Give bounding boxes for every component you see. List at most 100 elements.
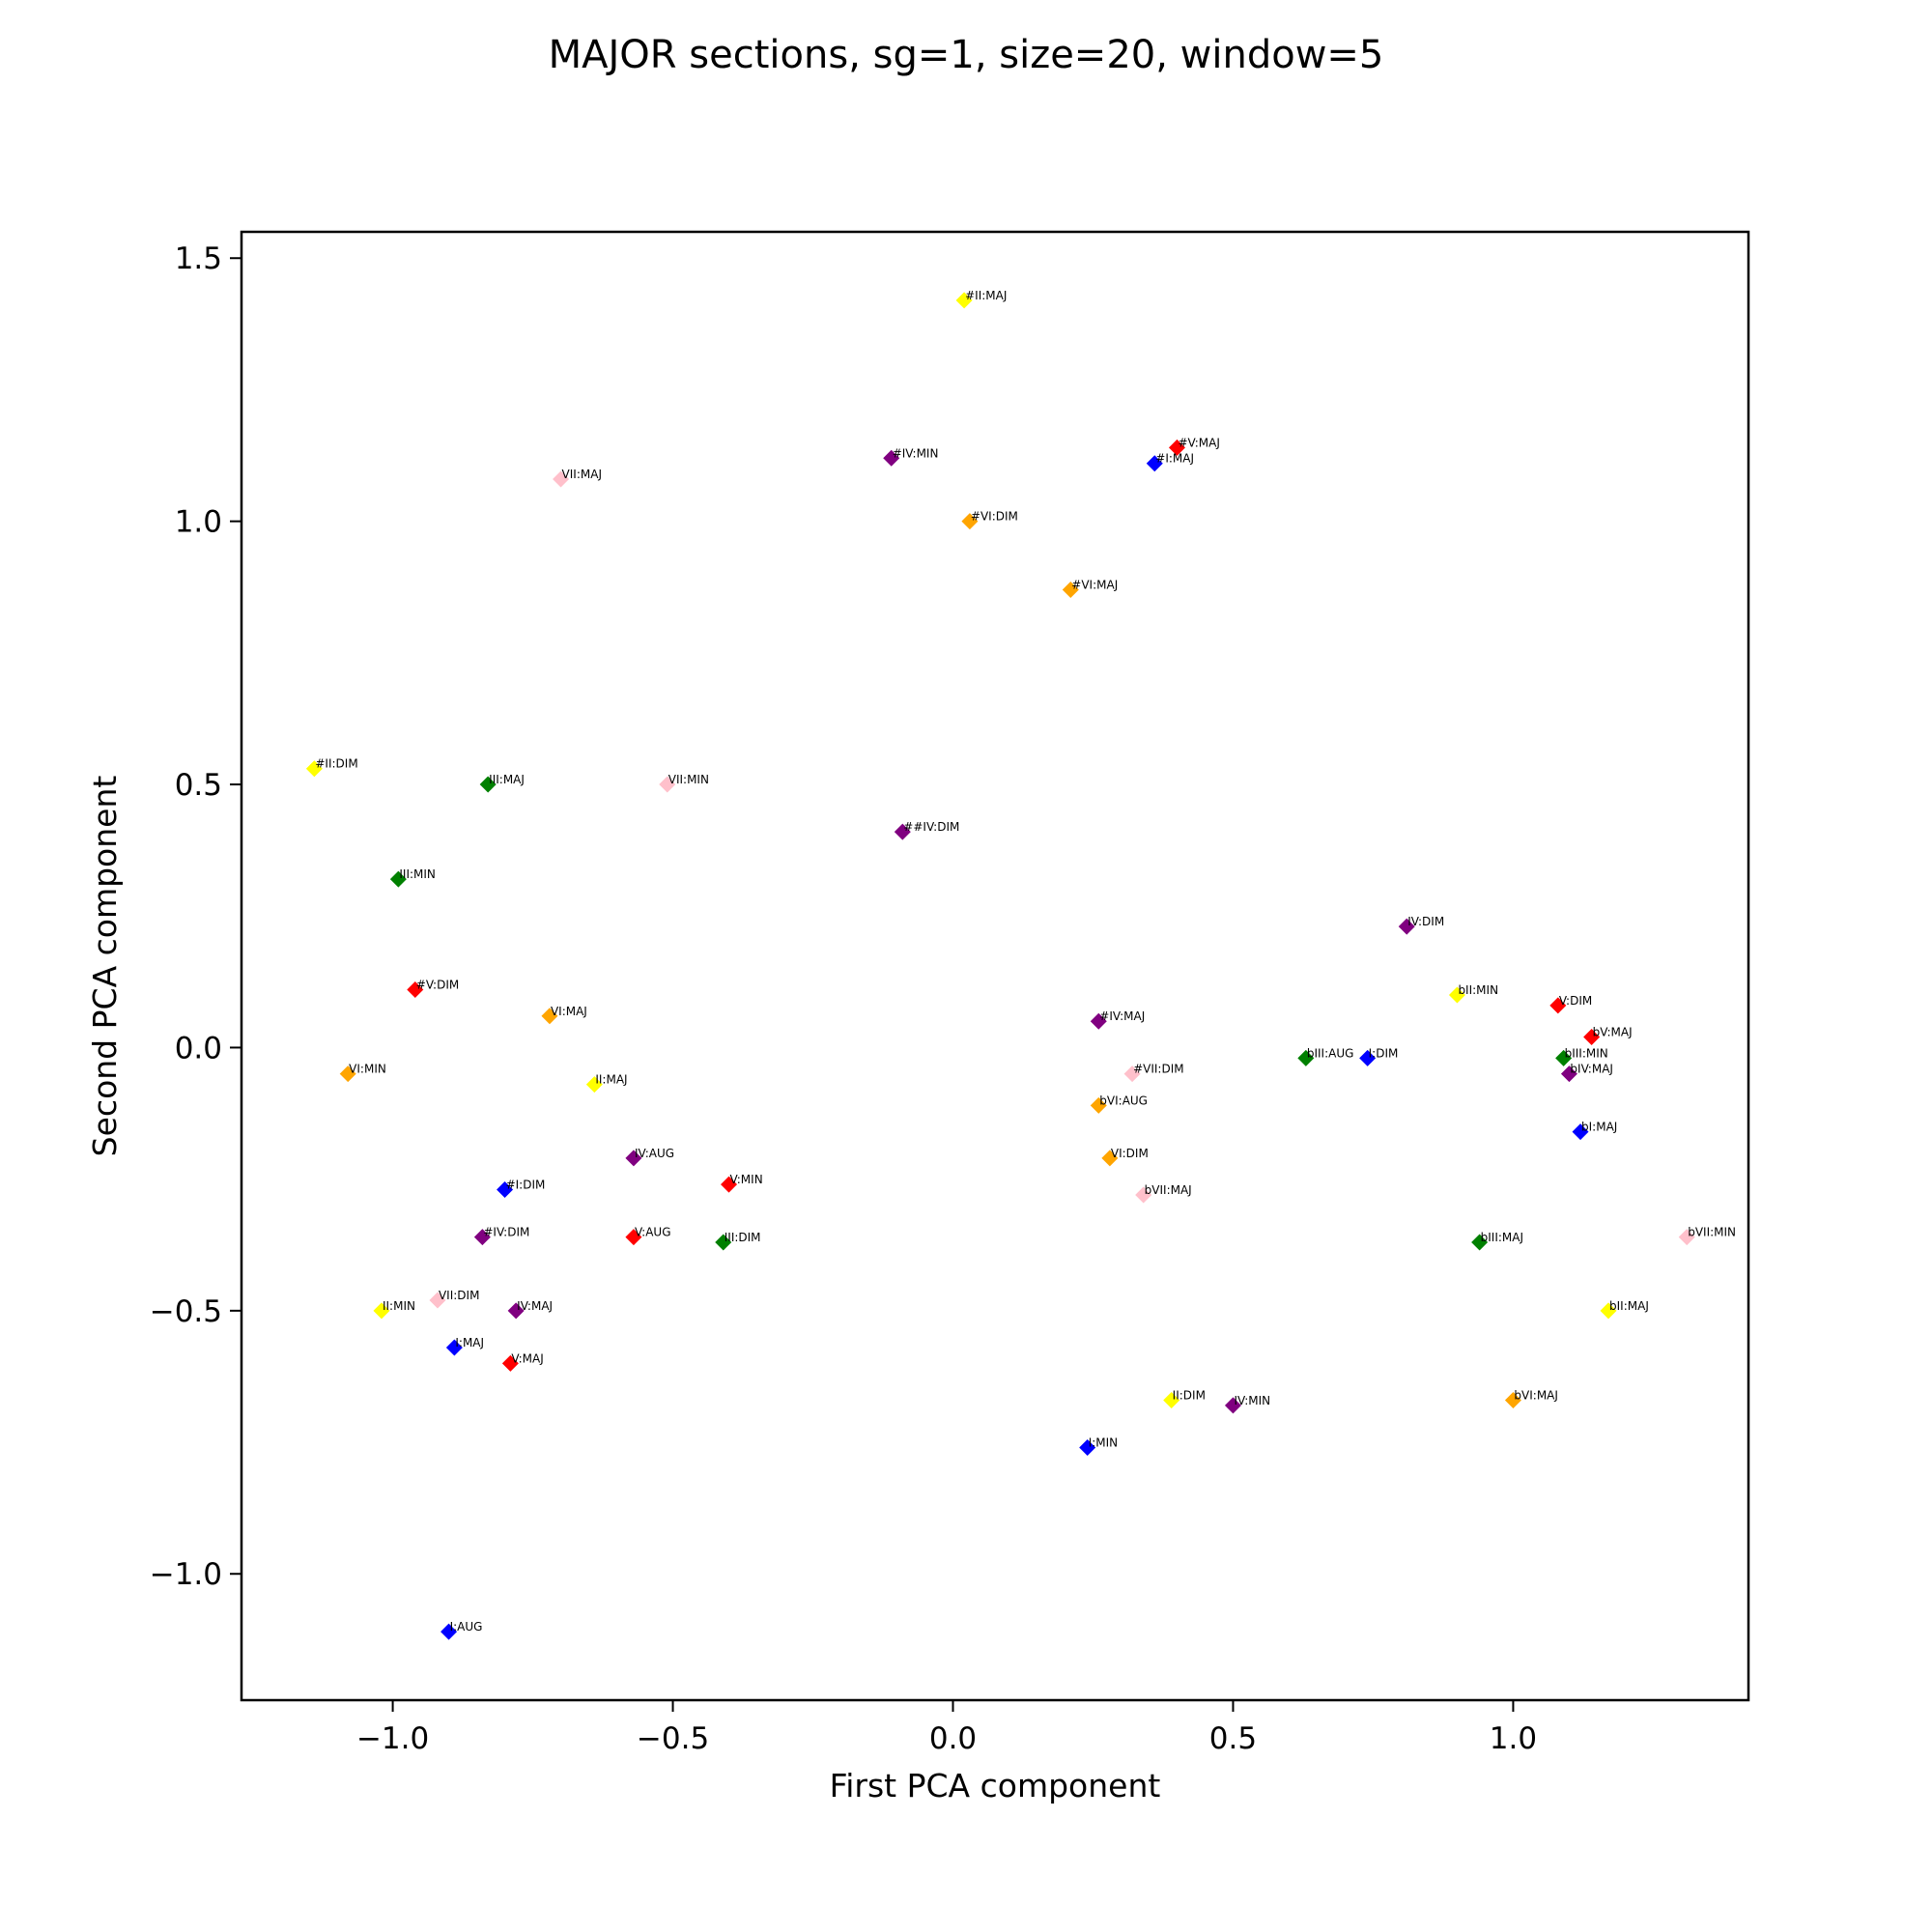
scatter-point <box>1359 1049 1377 1066</box>
point-label: III:MIN <box>399 867 436 881</box>
y-tick-label: 1.0 <box>175 505 222 540</box>
scatter-point <box>1101 1150 1119 1167</box>
point-label: VI:MAJ <box>551 1005 587 1018</box>
scatter-point <box>1163 1391 1180 1408</box>
point-label: #IV:DIM <box>483 1226 529 1239</box>
x-tick-label: −0.5 <box>637 1721 709 1756</box>
scatter-point <box>1224 1397 1241 1414</box>
scatter-point <box>955 292 973 309</box>
point-label: bVI:MAJ <box>1514 1388 1558 1402</box>
x-axis-label: First PCA component <box>830 1767 1161 1804</box>
point-label: bIII:MAJ <box>1481 1231 1523 1244</box>
scatter-point <box>625 1229 642 1246</box>
point-label: VII:MAJ <box>562 468 602 481</box>
scatter-point <box>1135 1186 1152 1204</box>
scatter-point <box>961 513 979 530</box>
scatter-point <box>1448 986 1465 1004</box>
point-label: bIII:AUG <box>1307 1046 1354 1060</box>
point-label: #I:MAJ <box>1155 452 1194 466</box>
point-label: I:DIM <box>1369 1046 1399 1060</box>
scatter-point <box>479 776 497 793</box>
scatter-point <box>473 1229 491 1246</box>
scatter-point <box>585 1076 603 1094</box>
point-label: III:DIM <box>724 1231 761 1244</box>
point-label: ##IV:DIM <box>903 820 959 834</box>
point-label: V:DIM <box>1559 994 1592 1008</box>
point-label: bVI:AUG <box>1099 1094 1148 1107</box>
point-label: I:AUG <box>450 1620 483 1634</box>
scatter-point <box>1471 1234 1489 1251</box>
point-label: bVII:MAJ <box>1145 1183 1192 1197</box>
point-label: IV:AUG <box>635 1147 674 1160</box>
scatter-point <box>1168 439 1185 456</box>
scatter-point <box>373 1302 390 1320</box>
scatter-point <box>1398 918 1415 935</box>
point-label: VI:MIN <box>349 1063 386 1076</box>
point-label: III:MAJ <box>489 773 525 786</box>
point-label: #I:DIM <box>506 1179 546 1192</box>
chart-title: MAJOR sections, sg=1, size=20, window=5 <box>549 33 1384 77</box>
scatter-point <box>625 1150 642 1167</box>
scatter-point <box>339 1065 356 1083</box>
y-tick-label: 0.5 <box>175 768 222 803</box>
scatter-point <box>659 776 676 793</box>
scatter-point <box>541 1008 558 1025</box>
point-label: bVII:MIN <box>1688 1226 1736 1239</box>
point-label: bV:MAJ <box>1593 1026 1633 1039</box>
scatter-point <box>1560 1065 1577 1083</box>
point-label: V:AUG <box>635 1226 671 1239</box>
y-tick-label: −1.0 <box>150 1557 222 1592</box>
scatter-point <box>715 1234 732 1251</box>
y-axis-label: Second PCA component <box>86 776 124 1157</box>
ticks-layer: −1.0 −0.5 0.0 0.5 1.0 −1.0 −0.5 0.0 0.5 1.0 1.5 <box>150 242 1537 1756</box>
scatter-point <box>389 870 407 888</box>
y-tick-label: 0.0 <box>175 1031 222 1065</box>
scatter-point <box>1504 1391 1521 1408</box>
point-label: II:MIN <box>383 1299 415 1313</box>
scatter-point <box>507 1302 525 1320</box>
y-tick-label: 1.5 <box>175 242 222 276</box>
scatter-point <box>429 1292 446 1309</box>
scatter-point <box>501 1354 519 1372</box>
point-label: VII:DIM <box>439 1289 479 1302</box>
point-label: I:MAJ <box>455 1336 484 1350</box>
scatter-point <box>883 449 900 467</box>
scatter-point <box>305 760 323 778</box>
point-label: II:MAJ <box>595 1073 627 1087</box>
scatter-point <box>1123 1065 1141 1083</box>
point-label: IV:MIN <box>1234 1394 1270 1407</box>
x-tick-label: 0.5 <box>1209 1721 1257 1756</box>
scatter-point <box>445 1339 463 1356</box>
point-label: #V:DIM <box>416 979 459 992</box>
point-label: #VI:MAJ <box>1071 578 1118 591</box>
scatter-point <box>1572 1123 1589 1141</box>
scatter-point <box>553 470 570 488</box>
scatter-point <box>1549 997 1567 1014</box>
scatter-point <box>1090 1012 1107 1030</box>
point-label: IV:MAJ <box>517 1299 553 1313</box>
point-label: VI:DIM <box>1111 1147 1149 1160</box>
plot-frame <box>240 230 1750 1702</box>
scatter-point <box>894 823 911 840</box>
point-label: #VI:DIM <box>971 510 1018 524</box>
point-label: bIV:MAJ <box>1570 1063 1613 1076</box>
point-label: V:MAJ <box>511 1351 543 1365</box>
point-label: V:MIN <box>730 1173 763 1186</box>
scatter-point <box>1090 1096 1107 1114</box>
scatter-point <box>1600 1302 1617 1320</box>
x-tick-label: 1.0 <box>1490 1721 1537 1756</box>
point-label: #IV:MIN <box>893 446 939 460</box>
point-label: #VII:DIM <box>1133 1063 1184 1076</box>
point-label: VII:MIN <box>668 773 709 786</box>
scatter-point <box>497 1181 514 1199</box>
scatter-point <box>1555 1049 1573 1066</box>
point-label: #IV:MAJ <box>1099 1009 1145 1023</box>
y-tick-label: −0.5 <box>150 1294 222 1329</box>
scatter-point <box>440 1623 458 1640</box>
point-label: I:MIN <box>1089 1435 1118 1449</box>
point-label: bII:MIN <box>1458 983 1498 997</box>
point-label: bII:MAJ <box>1609 1299 1649 1313</box>
point-label: #II:MAJ <box>965 289 1007 302</box>
scatter-point <box>1678 1229 1695 1246</box>
